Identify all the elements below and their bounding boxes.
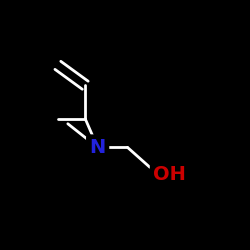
Text: OH: OH <box>153 165 186 184</box>
Text: N: N <box>90 138 106 157</box>
